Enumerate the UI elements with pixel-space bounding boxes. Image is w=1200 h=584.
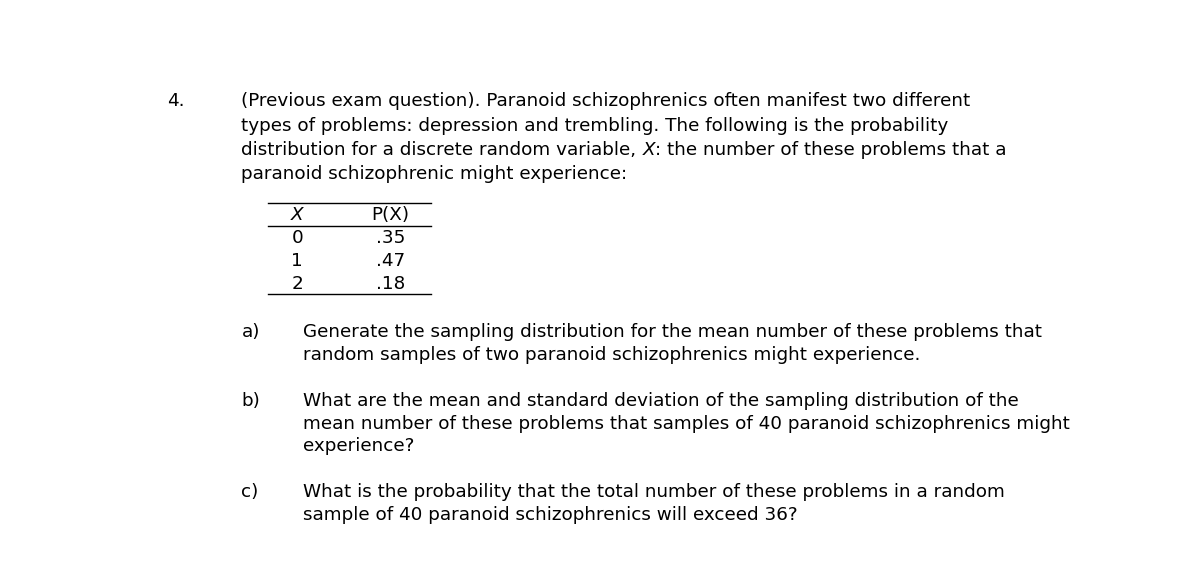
Text: random samples of two paranoid schizophrenics might experience.: random samples of two paranoid schizophr… [304, 346, 920, 364]
Text: What is the probability that the total number of these problems in a random: What is the probability that the total n… [304, 483, 1006, 501]
Text: a): a) [241, 324, 260, 342]
Text: .18: .18 [376, 274, 404, 293]
Text: 1: 1 [292, 252, 304, 270]
Text: (Previous exam question). Paranoid schizophrenics often manifest two different: (Previous exam question). Paranoid schiz… [241, 92, 971, 110]
Text: paranoid schizophrenic might experience:: paranoid schizophrenic might experience: [241, 165, 628, 183]
Text: c): c) [241, 483, 259, 501]
Text: P(X): P(X) [371, 206, 409, 224]
Text: 0: 0 [292, 229, 304, 247]
Text: distribution for a discrete random variable,: distribution for a discrete random varia… [241, 141, 642, 159]
Text: b): b) [241, 392, 260, 410]
Text: experience?: experience? [304, 437, 415, 456]
Text: : the number of these problems that a: : the number of these problems that a [655, 141, 1007, 159]
Text: types of problems: depression and trembling. The following is the probability: types of problems: depression and trembl… [241, 117, 949, 135]
Text: 4.: 4. [167, 92, 185, 110]
Text: .35: .35 [376, 229, 404, 247]
Text: 2: 2 [292, 274, 304, 293]
Text: mean number of these problems that samples of 40 paranoid schizophrenics might: mean number of these problems that sampl… [304, 415, 1070, 433]
Text: X: X [290, 206, 304, 224]
Text: What are the mean and standard deviation of the sampling distribution of the: What are the mean and standard deviation… [304, 392, 1019, 410]
Text: .47: .47 [376, 252, 404, 270]
Text: X: X [642, 141, 655, 159]
Text: Generate the sampling distribution for the mean number of these problems that: Generate the sampling distribution for t… [304, 324, 1043, 342]
Text: sample of 40 paranoid schizophrenics will exceed 36?: sample of 40 paranoid schizophrenics wil… [304, 506, 798, 524]
